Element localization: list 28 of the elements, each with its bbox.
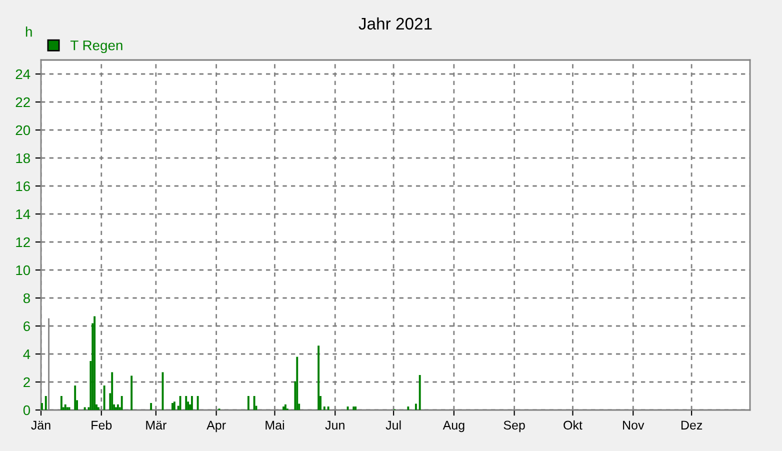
x-tick-label: Mai xyxy=(266,420,284,430)
x-tick-label: Okt xyxy=(564,420,582,430)
chart-title: Jahr 2021 xyxy=(358,17,432,30)
x-tick-label: Jun xyxy=(325,420,344,430)
y-tick-label: 6 xyxy=(24,321,30,332)
y-tick-label: 8 xyxy=(23,293,30,304)
x-tick-label: Apr xyxy=(206,420,226,432)
y-tick-label: 18 xyxy=(16,153,30,164)
y-tick-label: 22 xyxy=(16,97,30,108)
x-tick-label: Sep xyxy=(504,420,525,432)
x-tick-label: Aug xyxy=(442,420,464,432)
x-tick-label: Dez xyxy=(681,420,702,430)
y-tick-label: 24 xyxy=(16,69,30,80)
y-tick-label: 4 xyxy=(23,349,30,360)
y-axis-title: h xyxy=(26,26,32,37)
y-tick-label: 14 xyxy=(16,209,30,220)
y-tick-label: 2 xyxy=(24,377,30,388)
x-tick-label: Jul xyxy=(386,420,401,430)
y-tick-label: 0 xyxy=(23,405,30,416)
x-tick-label: Jän xyxy=(31,420,50,430)
x-tick-label: Nov xyxy=(623,420,644,430)
y-tick-label: 12 xyxy=(16,237,30,248)
y-tick-label: 20 xyxy=(16,125,30,136)
x-tick-label: Feb xyxy=(92,420,112,430)
y-tick-label: 10 xyxy=(16,265,30,276)
legend-label: T Regen xyxy=(70,40,122,54)
y-tick-label: 16 xyxy=(16,181,30,192)
x-tick-label: Mär xyxy=(146,420,166,430)
